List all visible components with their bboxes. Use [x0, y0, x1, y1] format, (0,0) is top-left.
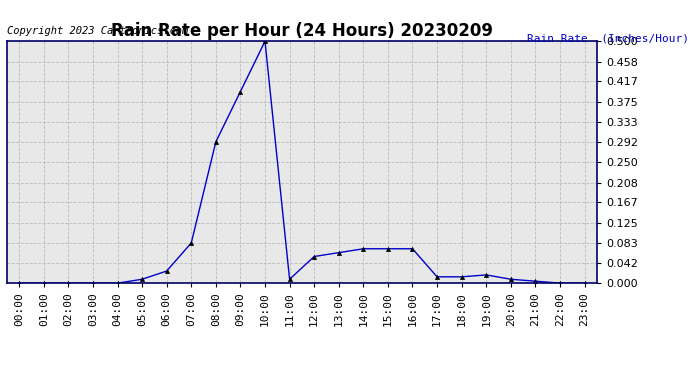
Text: Rain Rate  (Inches/Hour): Rain Rate (Inches/Hour) [526, 34, 689, 44]
Text: Copyright 2023 Cartronics.com: Copyright 2023 Cartronics.com [7, 26, 188, 36]
Title: Rain Rate per Hour (24 Hours) 20230209: Rain Rate per Hour (24 Hours) 20230209 [111, 22, 493, 40]
